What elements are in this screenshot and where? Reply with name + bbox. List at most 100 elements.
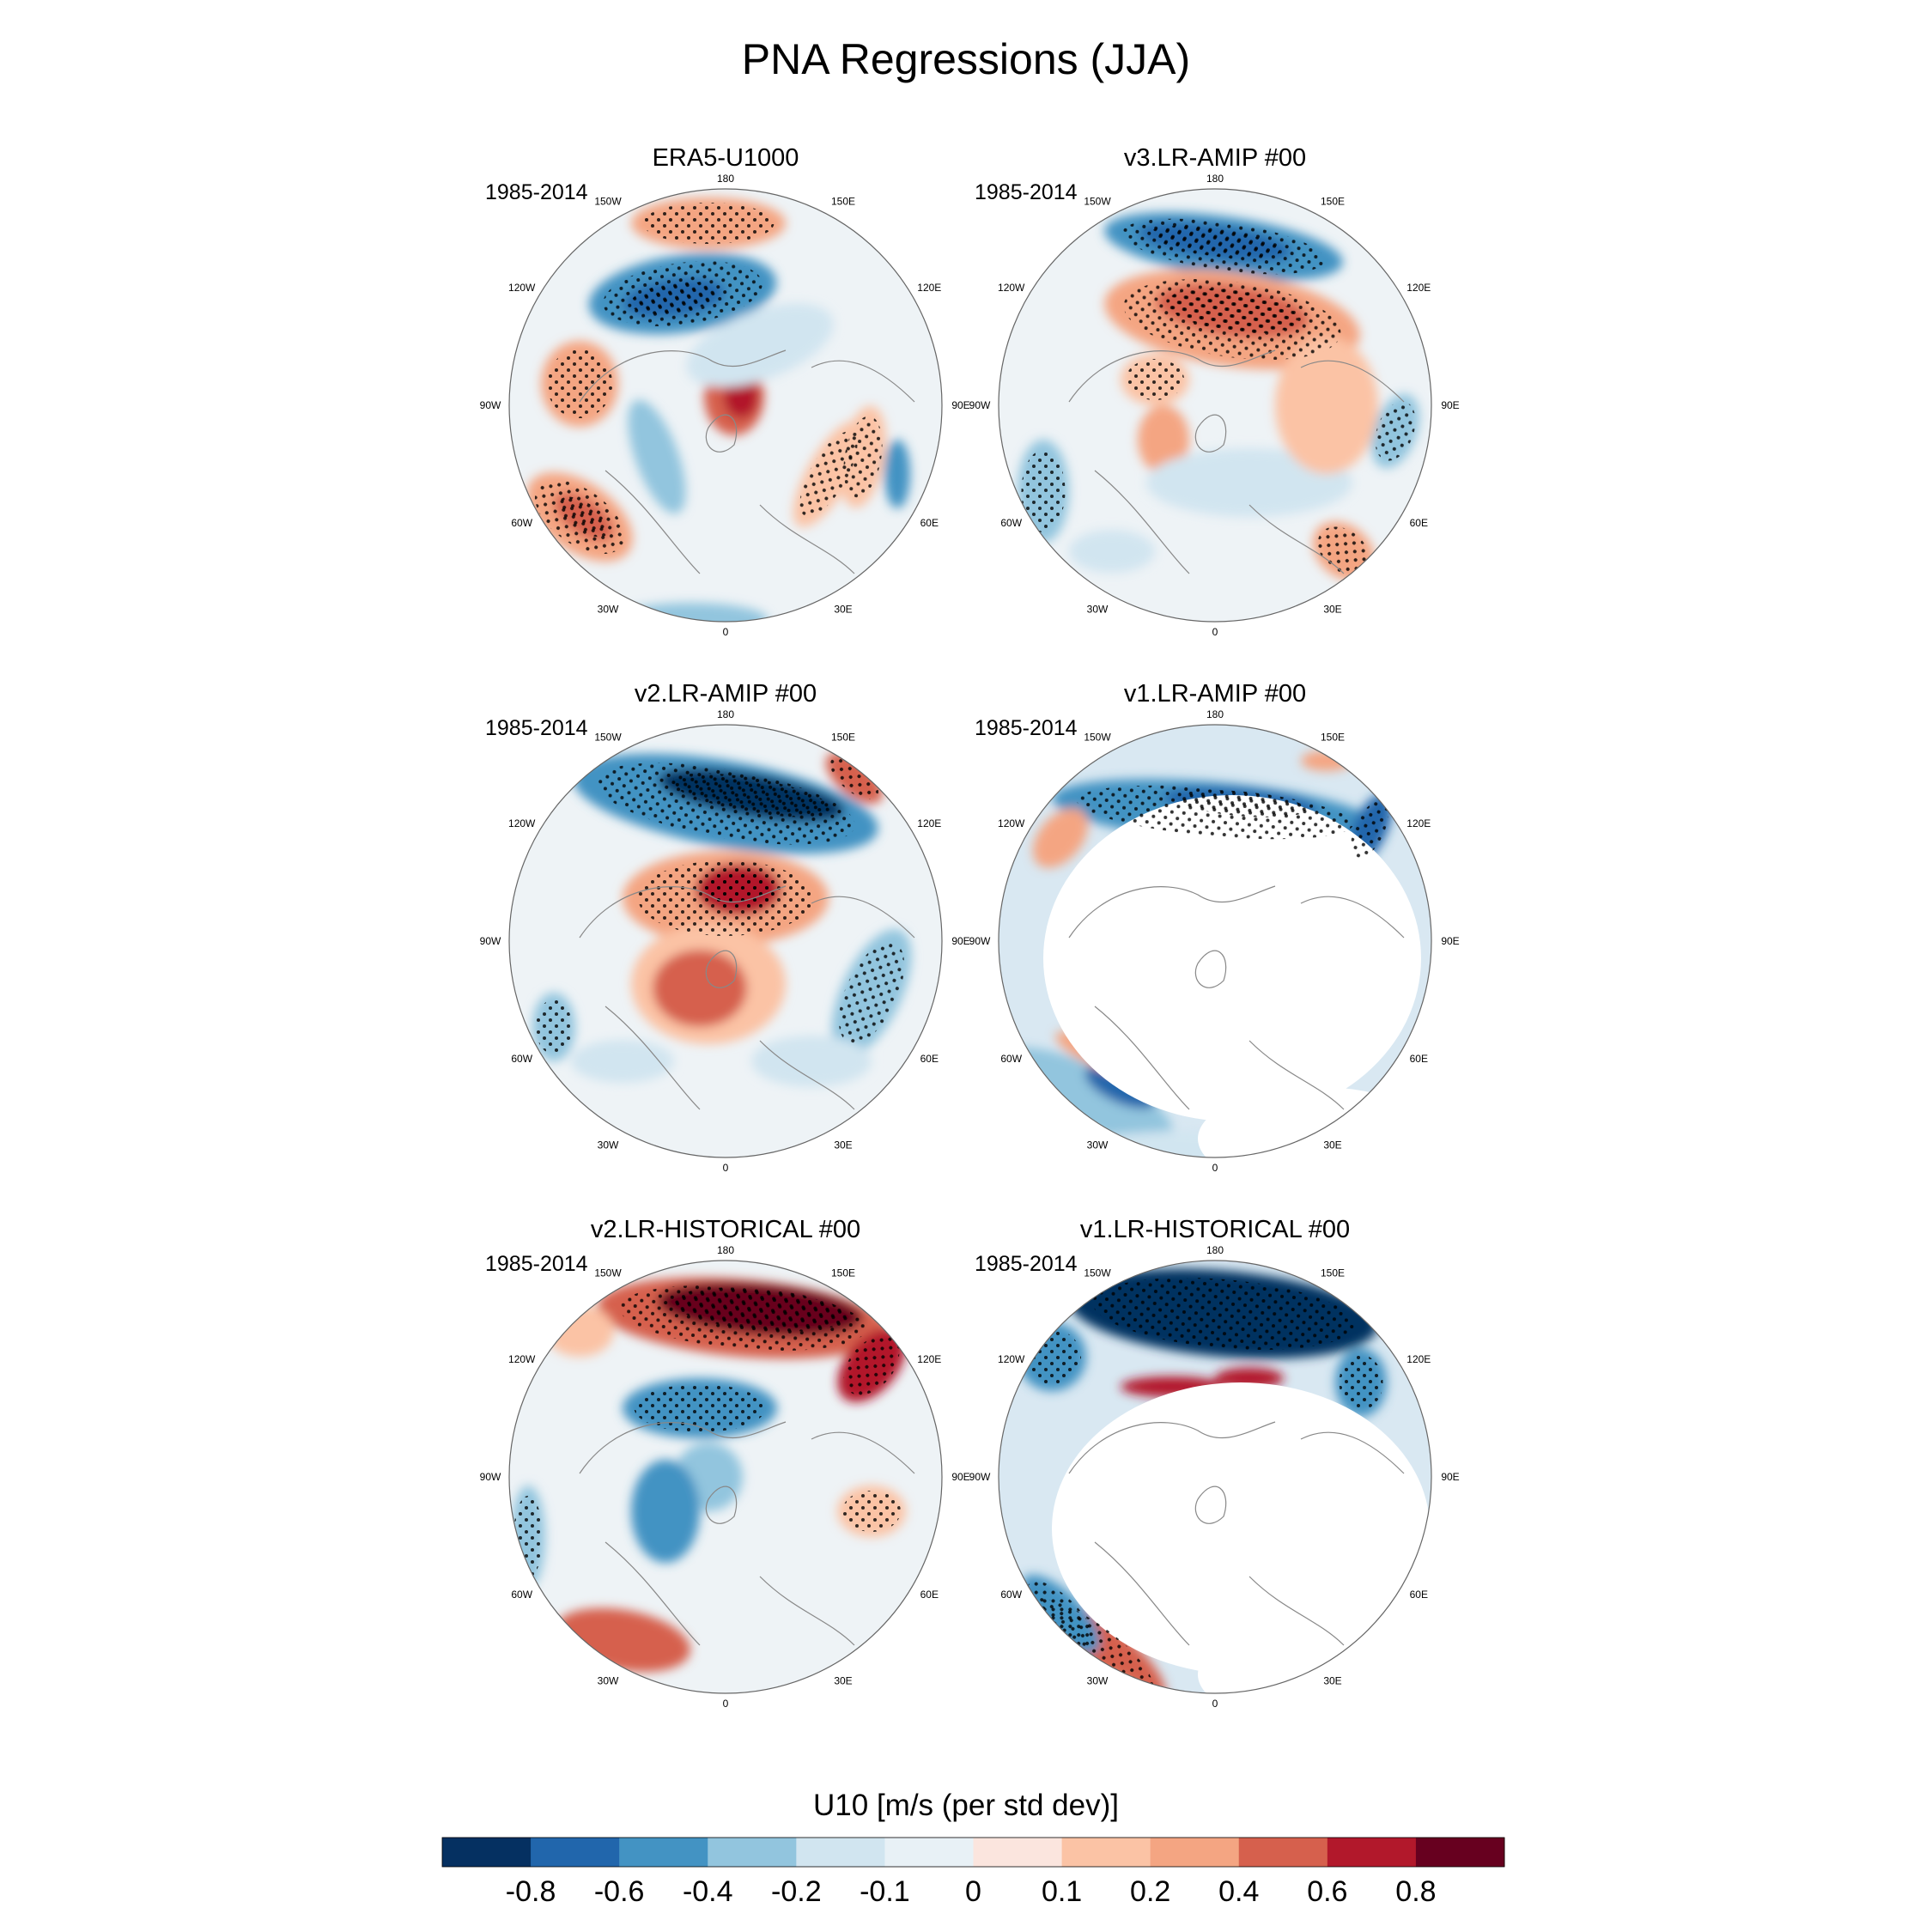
panel-period: 1985-2014	[975, 1252, 1078, 1276]
colorbar-tick-label: 0.6	[1307, 1875, 1347, 1908]
longitude-label: 90W	[969, 1471, 991, 1483]
colorbar-tick-label: -0.4	[683, 1875, 733, 1908]
longitude-label: 60E	[920, 1053, 939, 1065]
longitude-label: 180	[717, 708, 734, 720]
longitude-label: 60E	[1410, 1053, 1428, 1065]
longitude-label: 120W	[508, 282, 536, 294]
longitude-label: 120W	[998, 1353, 1025, 1365]
polar-map: 180 150E 120E 90E 60E 30E 0 30W 60W 90W 120W 150W	[969, 173, 1460, 638]
longitude-label: 150W	[1084, 196, 1111, 208]
longitude-label: 60W	[1000, 1053, 1022, 1065]
map-panel-era5: ERA5-U1000 1985-2014 180 150E 120E 90E 60E 30…	[451, 144, 1000, 638]
polar-map: 180 150E 120E 90E 60E 30E 0 30W 60W 90W 120W 150W	[969, 1244, 1460, 1710]
colorbar-swatch	[1415, 1838, 1505, 1867]
colorbar-tick-label: 0.4	[1218, 1875, 1259, 1908]
colorbar-tick-label: -0.8	[506, 1875, 556, 1908]
longitude-label: 30E	[834, 1674, 852, 1686]
map-panel-v2-lr-amip: v2.LR-AMIP #00 1985-2014 180 150E 120E 90E 6…	[451, 680, 1000, 1174]
longitude-label: 30W	[1087, 603, 1109, 615]
longitude-label: 90E	[1441, 399, 1459, 411]
map-boundary	[508, 724, 943, 1158]
longitude-label: 30E	[1323, 1139, 1341, 1151]
longitude-label: 30W	[1087, 1139, 1109, 1151]
longitude-label: 120W	[508, 1353, 536, 1365]
colorbar-tick-label: 0.1	[1042, 1875, 1082, 1908]
colorbar-swatch	[973, 1838, 1063, 1867]
colorbar-swatch	[1061, 1838, 1151, 1867]
longitude-label: 150W	[1084, 732, 1111, 744]
longitude-label: 90W	[969, 399, 991, 411]
panel-period: 1985-2014	[975, 180, 1078, 204]
panel-title: v1.LR-AMIP #00	[1123, 680, 1307, 708]
map-field	[999, 189, 1431, 622]
colorbar-tick-label: -0.6	[594, 1875, 645, 1908]
colorbar-swatch	[442, 1838, 532, 1867]
longitude-label: 150E	[1321, 732, 1345, 744]
longitude-label: 90E	[1441, 935, 1459, 947]
longitude-label: 30E	[834, 603, 852, 615]
longitude-label: 60W	[1000, 517, 1022, 529]
colorbar-swatch	[884, 1838, 974, 1867]
colorbar-tick-label: 0	[965, 1875, 981, 1908]
colorbar-swatch	[708, 1838, 797, 1867]
longitude-label: 180	[1206, 173, 1224, 185]
panel-period: 1985-2014	[485, 180, 588, 204]
longitude-label: 0	[1212, 626, 1218, 638]
colorbar-swatch	[1238, 1838, 1328, 1867]
longitude-label: 180	[717, 173, 734, 185]
colorbar-swatch	[1150, 1838, 1240, 1867]
polar-map: 180 150E 120E 90E 60E 30E 0 30W 60W 90W 120W 150W	[969, 708, 1460, 1174]
longitude-label: 120W	[998, 817, 1025, 829]
map-boundary	[998, 1260, 1432, 1694]
panel-period: 1985-2014	[485, 1252, 588, 1276]
longitude-label: 90W	[480, 399, 501, 411]
longitude-label: 30W	[598, 603, 619, 615]
longitude-label: 60W	[511, 1589, 532, 1601]
longitude-label: 120W	[508, 817, 536, 829]
longitude-label: 60E	[920, 517, 939, 529]
map-boundary	[998, 188, 1432, 623]
polar-map: 180 150E 120E 90E 60E 30E 0 30W 60W 90W 120W 150W	[480, 708, 970, 1174]
map-boundary	[998, 724, 1432, 1158]
longitude-label: 30W	[1087, 1674, 1109, 1686]
panel-title: v1.LR-HISTORICAL #00	[1079, 1216, 1351, 1243]
longitude-label: 120E	[1406, 282, 1431, 294]
longitude-label: 90W	[480, 1471, 501, 1483]
longitude-label: 60W	[511, 1053, 532, 1065]
longitude-label: 120E	[917, 282, 941, 294]
longitude-label: 30E	[1323, 603, 1341, 615]
longitude-label: 180	[1206, 708, 1224, 720]
map-boundary	[508, 1260, 943, 1694]
longitude-label: 150W	[1084, 1267, 1111, 1279]
colorbar-tick-label: -0.1	[860, 1875, 910, 1908]
longitude-label: 0	[723, 1698, 729, 1710]
longitude-label: 180	[717, 1244, 734, 1256]
polar-map: 180 150E 120E 90E 60E 30E 0 30W 60W 90W 120W 150W	[480, 173, 970, 638]
colorbar-swatch	[796, 1838, 885, 1867]
panel-title: ERA5-U1000	[652, 144, 799, 172]
longitude-label: 120E	[917, 1353, 941, 1365]
map-field	[509, 725, 942, 1157]
longitude-label: 120E	[1406, 1353, 1431, 1365]
map-field	[999, 1261, 1431, 1693]
longitude-label: 90E	[951, 399, 969, 411]
map-panel-v1-lr-amip: v1.LR-AMIP #00 1985-2014 180 150E 120E 90E 6…	[940, 680, 1490, 1174]
panel-title: v3.LR-AMIP #00	[1123, 144, 1307, 172]
longitude-label: 120E	[1406, 817, 1431, 829]
panel-period: 1985-2014	[975, 716, 1078, 740]
longitude-label: 30E	[834, 1139, 852, 1151]
page-title: PNA Regressions (JJA)	[741, 35, 1191, 83]
colorbar-title: U10 [m/s (per std dev)]	[813, 1789, 1119, 1822]
longitude-label: 60E	[1410, 1589, 1428, 1601]
longitude-label: 150E	[1321, 1267, 1345, 1279]
longitude-label: 90W	[480, 935, 501, 947]
map-field	[999, 725, 1431, 1157]
longitude-label: 0	[723, 626, 729, 638]
longitude-label: 150E	[831, 196, 855, 208]
longitude-label: 30E	[1323, 1674, 1341, 1686]
colorbar-tick-label: 0.8	[1395, 1875, 1436, 1908]
longitude-label: 180	[1206, 1244, 1224, 1256]
longitude-label: 150W	[594, 1267, 622, 1279]
map-panel-v2-lr-historical: v2.LR-HISTORICAL #00 1985-2014 180 150E 12…	[451, 1216, 1000, 1710]
longitude-label: 90E	[951, 1471, 969, 1483]
